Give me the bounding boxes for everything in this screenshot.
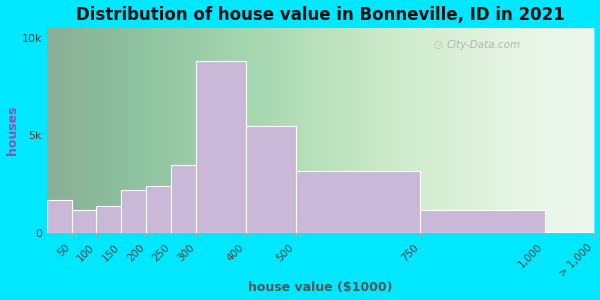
Bar: [296, 171, 420, 233]
X-axis label: house value ($1000): house value ($1000): [248, 281, 393, 294]
Title: Distribution of house value in Bonneville, ID in 2021: Distribution of house value in Bonnevill…: [76, 6, 565, 24]
Text: City-Data.com: City-Data.com: [446, 40, 521, 50]
Bar: [171, 165, 196, 233]
Bar: [97, 206, 121, 233]
Bar: [196, 61, 246, 233]
Bar: [121, 190, 146, 233]
Bar: [246, 126, 296, 233]
Text: ⊙: ⊙: [433, 39, 443, 52]
Bar: [545, 232, 595, 233]
Bar: [420, 210, 545, 233]
Y-axis label: houses: houses: [5, 106, 19, 155]
Bar: [146, 186, 171, 233]
Bar: [71, 210, 97, 233]
Bar: [47, 200, 71, 233]
